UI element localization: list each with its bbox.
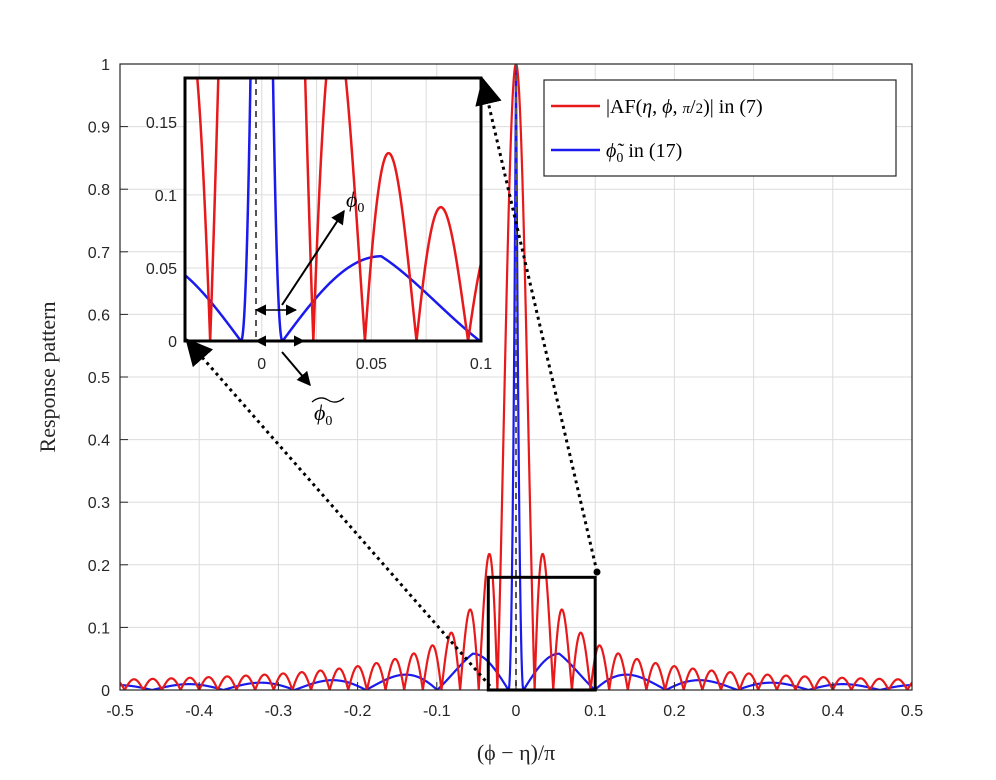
phi0-pointer-arrow: [281, 209, 345, 306]
y-tick-label: 0.2: [88, 558, 110, 575]
y-tick-label: 0.1: [88, 620, 110, 637]
legend-label-af: |AF(η, ϕ, π/2)| in (7): [606, 96, 763, 118]
main-ticks: -0.5 -0.4 -0.3 -0.2 -0.1 0 0.1 0.2 0.3 0.4 0.5 0 0.1…: [88, 57, 923, 720]
y-tick-label: 1: [101, 57, 110, 74]
y-tick-label: 0.7: [88, 245, 110, 262]
inset-series-line-af: [196, 78, 481, 341]
y-tick-label: 0.6: [88, 307, 110, 324]
x-tick-label: -0.2: [344, 703, 372, 720]
inset-y-tick-label: 0.15: [146, 115, 177, 132]
y-tick-label: 0.3: [88, 495, 110, 512]
y-tick-label: 0.4: [88, 433, 110, 450]
zoom-connector-top: [475, 77, 599, 573]
x-tick-label: 0.1: [584, 703, 606, 720]
inset-series-group: [185, 78, 481, 341]
phi0-tilde-mark: [311, 397, 345, 403]
x-tick-label: -0.5: [106, 703, 134, 720]
x-tick-label: -0.4: [185, 703, 213, 720]
inset-y-tick-label: 0.05: [146, 261, 177, 278]
main-series-group: [120, 64, 912, 690]
phi0-tilde-pointer-arrow: [281, 351, 311, 387]
x-tick-label: 0.3: [742, 703, 764, 720]
inset-ticks: 0 0.05 0.1 0 0.05 0.1 0.15: [146, 115, 492, 373]
y-tick-label: 0: [101, 683, 110, 700]
inset-x-tick-label: 0: [257, 356, 266, 373]
legend-label-phi-tilde: ϕ̃0 in (17): [606, 140, 682, 166]
y-tick-label: 0.9: [88, 120, 110, 137]
x-tick-label: -0.1: [423, 703, 451, 720]
inset-y-tick-label: 0.1: [155, 188, 177, 205]
y-axis-title: Response pattern: [35, 302, 60, 453]
x-tick-label: 0.2: [663, 703, 685, 720]
x-tick-label: 0.4: [822, 703, 844, 720]
x-tick-label: 0.5: [901, 703, 923, 720]
inset-x-tick-label: 0.1: [470, 356, 492, 373]
y-tick-label: 0.5: [88, 370, 110, 387]
inset-series-line-phi-tilde: [185, 78, 481, 341]
y-tick-label: 0.8: [88, 182, 110, 199]
legend: |AF(η, ϕ, π/2)| in (7) ϕ̃0 in (17): [543, 79, 897, 177]
x-tick-label: -0.3: [265, 703, 293, 720]
inset-frame: [183, 76, 483, 343]
series-line-af: [120, 64, 912, 690]
legend-box: [543, 79, 897, 177]
zoom-box: [486, 575, 597, 692]
inset-y-tick-label: 0: [168, 334, 177, 351]
x-axis-title: (ϕ − η)/π: [477, 740, 555, 765]
inset-x-tick-label: 0.05: [356, 356, 387, 373]
x-tick-label: 0: [512, 703, 521, 720]
